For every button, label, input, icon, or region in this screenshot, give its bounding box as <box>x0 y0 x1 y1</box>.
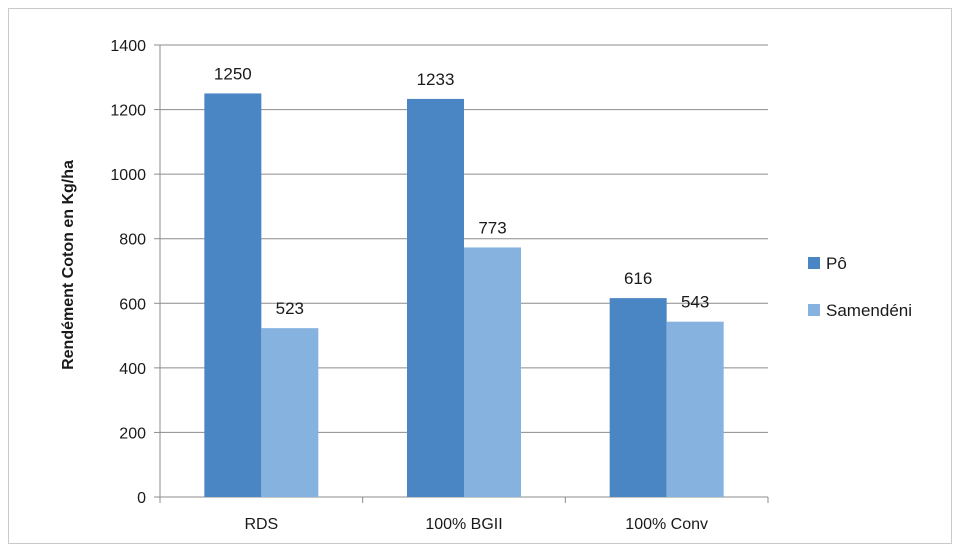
y-tick-label: 1400 <box>110 38 146 55</box>
data-label: 616 <box>624 269 652 288</box>
tick-labels: 0 200 400 600 800 1000 1200 1400 RDS 100% BGII 100… <box>110 38 708 533</box>
bar-samend-ni-2 <box>666 321 724 497</box>
bar-samend-ni-1 <box>464 247 521 497</box>
y-tick-label: 1200 <box>110 103 146 120</box>
y-tick-label: 400 <box>119 361 146 378</box>
x-tick-label: RDS <box>244 516 278 533</box>
y-tick-label: 600 <box>119 296 146 313</box>
y-tick-label: 800 <box>119 232 146 249</box>
data-label: 1250 <box>214 64 252 83</box>
legend-label: Samendéni <box>826 301 912 320</box>
y-tick-label: 0 <box>137 490 146 507</box>
legend-swatch <box>808 304 820 316</box>
bar-p--0 <box>204 93 262 497</box>
bar-p--2 <box>609 298 667 497</box>
y-tick-label: 200 <box>119 425 146 442</box>
bars <box>204 93 724 497</box>
data-label: 523 <box>276 299 304 318</box>
bar-p--1 <box>407 98 464 497</box>
legend-label: Pô <box>826 254 847 273</box>
data-labels: 1250 523 1233 773 616 543 <box>214 64 709 318</box>
data-label: 1233 <box>417 70 455 89</box>
x-tick-label: 100% Conv <box>625 516 708 533</box>
x-tick-label: 100% BGII <box>425 516 502 533</box>
y-axis-label: Rendément Coton en Kg/ha <box>60 160 77 370</box>
bar-samend-ni-0 <box>261 328 319 497</box>
data-label: 773 <box>478 218 506 237</box>
y-tick-label: 1000 <box>110 167 146 184</box>
legend-swatch <box>808 257 820 269</box>
data-label: 543 <box>681 293 709 312</box>
legend: Pô Samendéni <box>808 254 912 320</box>
